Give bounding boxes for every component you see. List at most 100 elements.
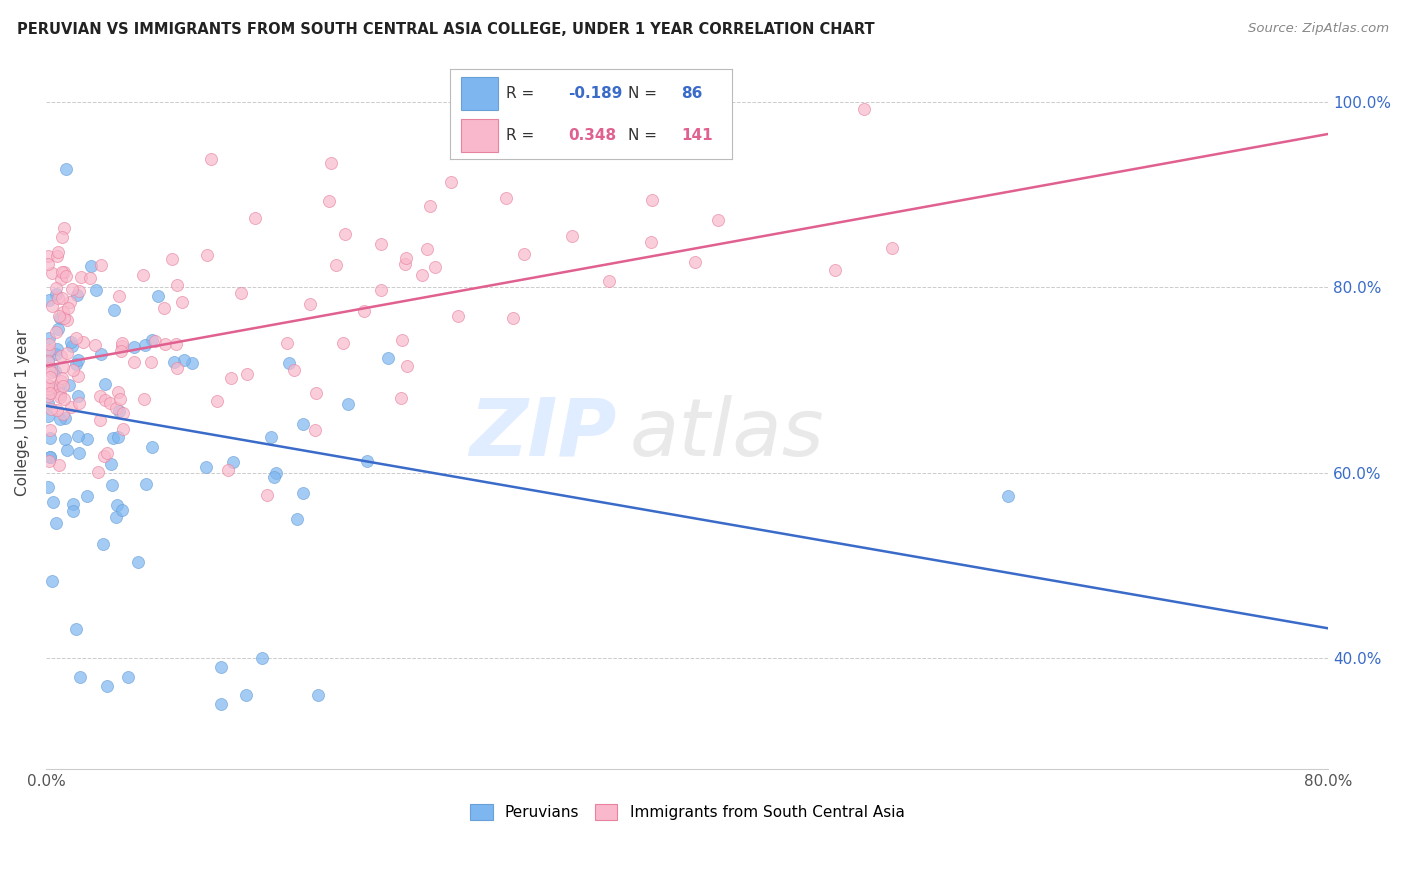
Point — [45, 281, 67, 295]
Point — [997, 489, 1019, 503]
Point — [66, 429, 89, 443]
Point — [104, 401, 127, 416]
Point — [38, 385, 60, 400]
Point — [561, 229, 583, 244]
Point — [356, 454, 378, 468]
Point — [51, 371, 73, 385]
Point — [72, 334, 94, 349]
Text: Source: ZipAtlas.com: Source: ZipAtlas.com — [1249, 22, 1389, 36]
Point — [49, 349, 72, 363]
Point — [76, 432, 98, 446]
Point — [395, 252, 418, 266]
Point — [683, 255, 706, 269]
Point — [495, 191, 517, 205]
Point — [111, 336, 134, 351]
Point — [38, 336, 60, 351]
Point — [166, 361, 188, 376]
Point — [181, 356, 204, 370]
Point — [52, 310, 75, 325]
Point — [103, 432, 125, 446]
Point — [259, 430, 281, 444]
Point — [107, 430, 129, 444]
Point — [45, 325, 67, 339]
Point — [166, 277, 188, 292]
Point — [419, 199, 441, 213]
Point — [139, 354, 162, 368]
Point — [391, 391, 413, 405]
Point — [38, 293, 60, 307]
Point — [394, 257, 416, 271]
Point — [49, 386, 72, 401]
Point — [319, 156, 342, 170]
Point — [141, 441, 163, 455]
Point — [37, 344, 59, 359]
Point — [51, 291, 73, 305]
Point — [195, 248, 218, 262]
Point — [38, 423, 60, 437]
Point — [53, 410, 76, 425]
Point — [98, 396, 121, 410]
Point — [307, 688, 329, 702]
Point — [332, 336, 354, 351]
Point — [65, 331, 87, 345]
Point — [146, 288, 169, 302]
Point — [111, 406, 134, 420]
Point — [195, 459, 218, 474]
Point — [60, 335, 83, 350]
Point — [38, 453, 60, 467]
Point — [96, 679, 118, 693]
Point — [90, 258, 112, 272]
Point — [38, 331, 60, 345]
Point — [39, 366, 62, 380]
Point — [101, 478, 124, 492]
Point — [89, 389, 111, 403]
Point — [111, 502, 134, 516]
Point — [45, 286, 67, 301]
Point — [160, 252, 183, 266]
Point — [209, 698, 232, 712]
Point — [94, 393, 117, 408]
Point — [79, 260, 101, 274]
Point — [51, 359, 73, 374]
Point — [44, 347, 66, 361]
Point — [37, 377, 59, 392]
Point — [696, 129, 718, 144]
Point — [111, 339, 134, 353]
Point — [447, 310, 470, 324]
Point — [52, 305, 75, 319]
Point — [87, 465, 110, 479]
Point — [880, 241, 903, 255]
Point — [65, 622, 87, 636]
Point — [62, 363, 84, 377]
Point — [103, 303, 125, 318]
Point — [69, 669, 91, 683]
Point — [67, 446, 90, 460]
Point — [304, 423, 326, 437]
Point — [105, 498, 128, 512]
Point — [285, 512, 308, 526]
Point — [49, 390, 72, 404]
Point — [235, 688, 257, 702]
Point — [107, 289, 129, 303]
Point — [41, 299, 63, 313]
Point — [219, 371, 242, 385]
Point — [49, 412, 72, 426]
Point — [141, 333, 163, 347]
Point — [163, 355, 186, 369]
Point — [76, 490, 98, 504]
Point — [111, 422, 134, 436]
Point — [127, 555, 149, 569]
Point — [1357, 266, 1379, 280]
Point — [46, 402, 69, 417]
Point — [276, 336, 298, 351]
Point — [39, 384, 62, 398]
Point — [395, 359, 418, 373]
Point — [336, 397, 359, 411]
Point — [256, 488, 278, 502]
Point — [411, 268, 433, 282]
Point — [51, 230, 73, 244]
Point — [93, 449, 115, 463]
Point — [135, 477, 157, 491]
Point — [152, 301, 174, 315]
Point — [42, 494, 65, 508]
